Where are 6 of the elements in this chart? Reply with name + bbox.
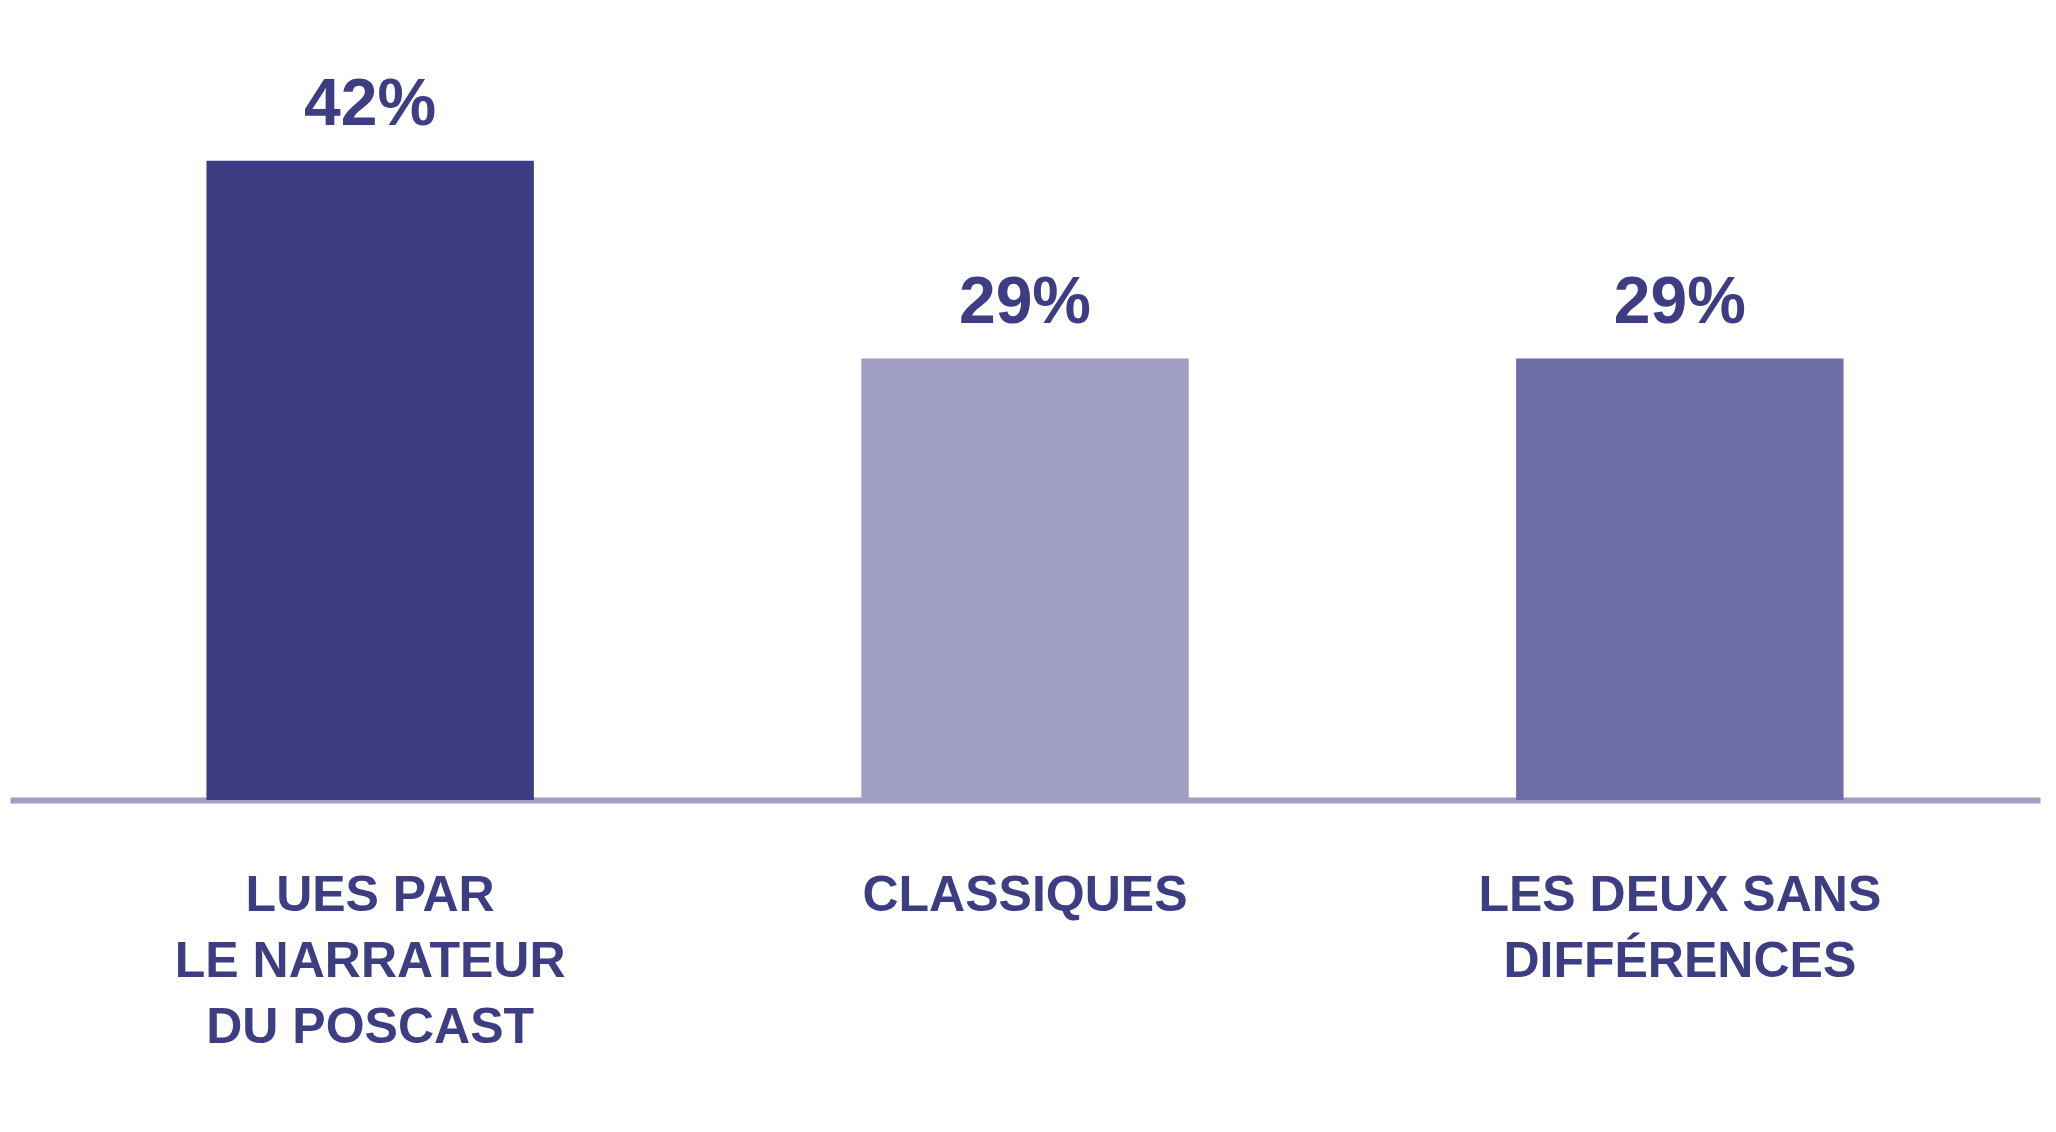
data-label: 42% <box>304 64 437 139</box>
x-tick-label: LES DEUX SANS DIFFÉRENCES <box>1478 865 1882 988</box>
data-label: 29% <box>958 262 1092 337</box>
x-tick-label: CLASSIQUES <box>862 865 1188 922</box>
x-tick-label: LUES PAR LE NARRATEUR DU POSCAST <box>174 865 566 1054</box>
data-label: 29% <box>1613 262 1746 337</box>
